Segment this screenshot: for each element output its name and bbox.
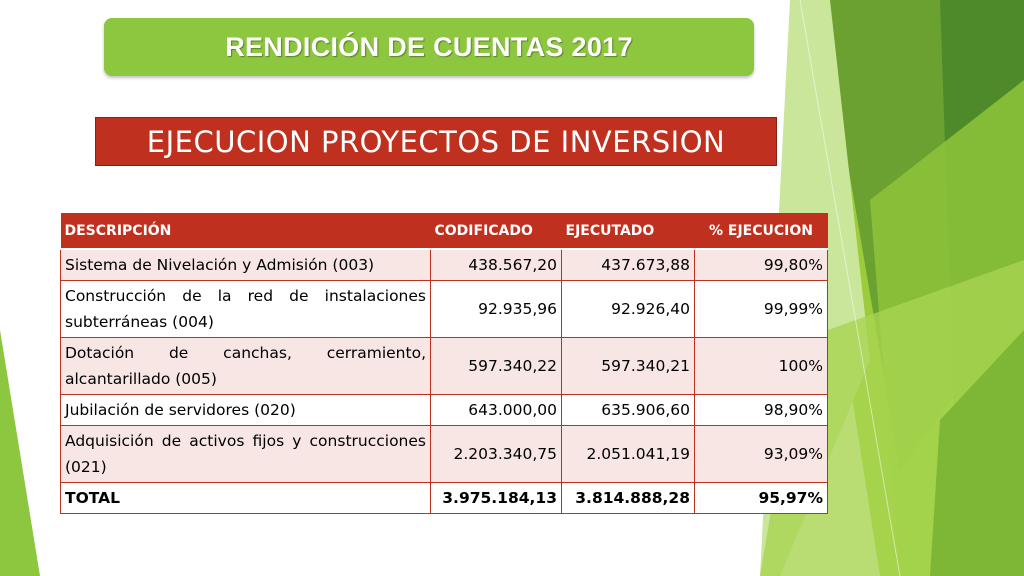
cell-descripcion: Sistema de Nivelación y Admisión (003) xyxy=(60,248,431,281)
cell-ejecucion: 98,90% xyxy=(694,394,828,426)
cell-ejecucion: 93,09% xyxy=(694,425,828,483)
cell-ejecucion: 99,99% xyxy=(694,280,828,338)
cell-descripcion: Dotación de canchas, cerramiento, alcant… xyxy=(60,337,431,395)
facet-line xyxy=(799,0,901,576)
section-title: EJECUCION PROYECTOS DE INVERSION xyxy=(146,124,726,159)
cell-ejecutado: 635.906,60 xyxy=(561,394,695,426)
investment-table: DESCRIPCIÓN CODIFICADO EJECUTADO % EJECU… xyxy=(60,213,828,514)
cell-codificado: 438.567,20 xyxy=(430,248,562,281)
total-ejecucion: 95,97% xyxy=(694,482,828,514)
cell-descripcion: Adquisición de activos fijos y construcc… xyxy=(60,425,431,483)
header-banner: RENDICIÓN DE CUENTAS 2017 xyxy=(104,18,754,76)
cell-codificado: 597.340,22 xyxy=(430,337,562,395)
cell-codificado: 2.203.340,75 xyxy=(430,425,562,483)
cell-descripcion: Jubilación de servidores (020) xyxy=(60,394,431,426)
header-descripcion: DESCRIPCIÓN xyxy=(60,213,431,250)
cell-codificado: 92.935,96 xyxy=(430,280,562,338)
total-ejecutado: 3.814.888,28 xyxy=(561,482,695,514)
banner-title: RENDICIÓN DE CUENTAS 2017 xyxy=(225,31,633,62)
cell-descripcion: Construcción de la red de instalaciones … xyxy=(60,280,431,338)
table-row: Dotación de canchas, cerramiento, alcant… xyxy=(60,337,828,395)
section-title-box: EJECUCION PROYECTOS DE INVERSION xyxy=(95,117,777,166)
cell-ejecutado: 597.340,21 xyxy=(561,337,695,395)
header-codificado: CODIFICADO xyxy=(430,213,562,250)
table-row: Construcción de la red de instalaciones … xyxy=(60,280,828,338)
table-row: Adquisición de activos fijos y construcc… xyxy=(60,425,828,483)
green-facet-corner xyxy=(930,330,1024,576)
table-row: Sistema de Nivelación y Admisión (003) 4… xyxy=(60,248,828,281)
cell-codificado: 643.000,00 xyxy=(430,394,562,426)
cell-ejecutado: 2.051.041,19 xyxy=(561,425,695,483)
cell-ejecucion: 100% xyxy=(694,337,828,395)
header-ejecucion: % EJECUCION xyxy=(694,213,828,250)
green-sliver-left xyxy=(0,330,40,576)
header-ejecutado: EJECUTADO xyxy=(561,213,695,250)
cell-ejecutado: 92.926,40 xyxy=(561,280,695,338)
cell-ejecutado: 437.673,88 xyxy=(561,248,695,281)
total-label: TOTAL xyxy=(60,482,431,514)
table-header-row: DESCRIPCIÓN CODIFICADO EJECUTADO % EJECU… xyxy=(60,213,828,250)
total-codificado: 3.975.184,13 xyxy=(430,482,562,514)
total-row: TOTAL 3.975.184,13 3.814.888,28 95,97% xyxy=(60,482,828,514)
cell-ejecucion: 99,80% xyxy=(694,248,828,281)
table-row: Jubilación de servidores (020) 643.000,0… xyxy=(60,394,828,426)
